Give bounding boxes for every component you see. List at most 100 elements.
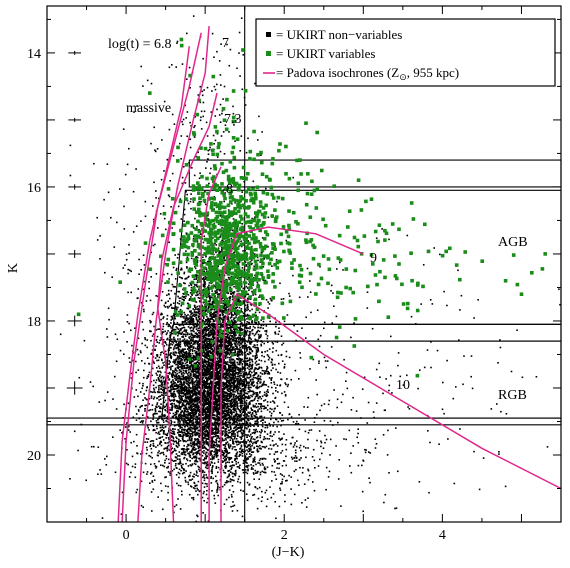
point-non-variable bbox=[239, 448, 241, 450]
point-non-variable bbox=[247, 391, 249, 393]
point-non-variable bbox=[221, 451, 224, 453]
point-non-variable bbox=[185, 315, 188, 317]
point-non-variable bbox=[197, 335, 200, 338]
point-non-variable bbox=[197, 439, 200, 442]
point-non-variable bbox=[190, 392, 193, 394]
point-non-variable bbox=[194, 334, 197, 337]
point-non-variable bbox=[228, 353, 231, 356]
point-non-variable bbox=[179, 341, 182, 344]
point-non-variable bbox=[160, 441, 163, 443]
point-non-variable bbox=[156, 422, 158, 424]
point-non-variable bbox=[215, 445, 217, 447]
point-non-variable bbox=[217, 425, 220, 427]
point-non-variable bbox=[179, 431, 182, 433]
point-non-variable bbox=[233, 479, 235, 482]
point-non-variable bbox=[209, 399, 212, 402]
non-variables-layer bbox=[59, 15, 561, 523]
point-non-variable bbox=[211, 437, 214, 439]
point-non-variable bbox=[198, 385, 201, 387]
point-non-variable bbox=[162, 430, 165, 432]
point-non-variable bbox=[177, 410, 179, 412]
point-non-variable bbox=[246, 449, 248, 451]
point-non-variable bbox=[226, 414, 228, 416]
point-non-variable bbox=[157, 391, 159, 394]
point-non-variable bbox=[184, 408, 186, 410]
point-non-variable bbox=[252, 494, 254, 496]
point-non-variable bbox=[187, 439, 189, 442]
point-non-variable bbox=[224, 467, 227, 469]
point-non-variable bbox=[150, 472, 152, 475]
point-non-variable bbox=[193, 297, 196, 299]
point-non-variable bbox=[240, 423, 242, 426]
point-non-variable bbox=[224, 433, 227, 435]
point-non-variable bbox=[223, 382, 226, 385]
point-non-variable bbox=[194, 370, 197, 372]
point-non-variable bbox=[141, 422, 144, 424]
point-non-variable bbox=[209, 381, 212, 384]
point-non-variable bbox=[252, 385, 255, 387]
point-non-variable bbox=[236, 383, 238, 385]
point-non-variable bbox=[240, 441, 243, 443]
point-non-variable bbox=[202, 347, 204, 350]
point-non-variable bbox=[229, 436, 231, 438]
point-non-variable bbox=[253, 392, 256, 395]
point-non-variable bbox=[218, 380, 220, 382]
point-non-variable bbox=[193, 362, 196, 365]
point-non-variable bbox=[299, 357, 302, 359]
point-non-variable bbox=[139, 391, 142, 393]
point-non-variable bbox=[202, 390, 205, 393]
point-non-variable bbox=[203, 358, 206, 361]
point-non-variable bbox=[205, 407, 207, 409]
point-non-variable bbox=[203, 411, 206, 413]
point-non-variable bbox=[243, 419, 246, 422]
point-non-variable bbox=[234, 395, 237, 398]
point-non-variable bbox=[216, 383, 218, 386]
point-non-variable bbox=[245, 471, 247, 474]
point-non-variable bbox=[259, 375, 262, 378]
point-non-variable bbox=[253, 478, 255, 480]
point-non-variable bbox=[264, 383, 266, 386]
point-non-variable bbox=[208, 428, 210, 430]
point-non-variable bbox=[188, 354, 191, 356]
point-non-variable bbox=[257, 410, 259, 413]
point-non-variable bbox=[275, 387, 277, 389]
point-non-variable bbox=[192, 373, 195, 376]
point-non-variable bbox=[208, 410, 211, 413]
point-non-variable bbox=[252, 458, 255, 460]
point-non-variable bbox=[261, 369, 264, 372]
point-non-variable bbox=[196, 415, 199, 418]
point-non-variable bbox=[215, 375, 217, 377]
point-non-variable bbox=[185, 440, 187, 443]
point-non-variable bbox=[183, 380, 185, 383]
point-non-variable bbox=[251, 413, 254, 415]
point-non-variable bbox=[153, 445, 155, 447]
point-non-variable bbox=[209, 464, 212, 466]
point-non-variable bbox=[159, 398, 162, 400]
point-non-variable bbox=[275, 368, 277, 371]
point-non-variable bbox=[260, 344, 263, 347]
point-non-variable bbox=[175, 341, 177, 343]
point-non-variable bbox=[224, 444, 226, 446]
point-non-variable bbox=[260, 403, 263, 406]
point-non-variable bbox=[230, 415, 232, 418]
point-non-variable bbox=[205, 396, 207, 398]
point-non-variable bbox=[209, 402, 211, 404]
point-non-variable bbox=[129, 361, 131, 363]
point-non-variable bbox=[222, 373, 225, 376]
point-non-variable bbox=[212, 457, 214, 460]
point-non-variable bbox=[238, 376, 240, 378]
point-non-variable bbox=[223, 394, 226, 397]
point-non-variable bbox=[151, 391, 154, 394]
point-non-variable bbox=[259, 403, 261, 405]
point-non-variable bbox=[170, 347, 172, 349]
point-non-variable bbox=[177, 328, 180, 330]
point-non-variable bbox=[177, 415, 180, 418]
point-non-variable bbox=[112, 436, 114, 438]
point-non-variable bbox=[261, 424, 263, 426]
point-non-variable bbox=[190, 417, 193, 420]
point-non-variable bbox=[208, 392, 210, 394]
point-non-variable bbox=[207, 465, 209, 467]
point-non-variable bbox=[253, 334, 256, 337]
point-non-variable bbox=[201, 438, 204, 441]
point-non-variable bbox=[232, 398, 234, 401]
